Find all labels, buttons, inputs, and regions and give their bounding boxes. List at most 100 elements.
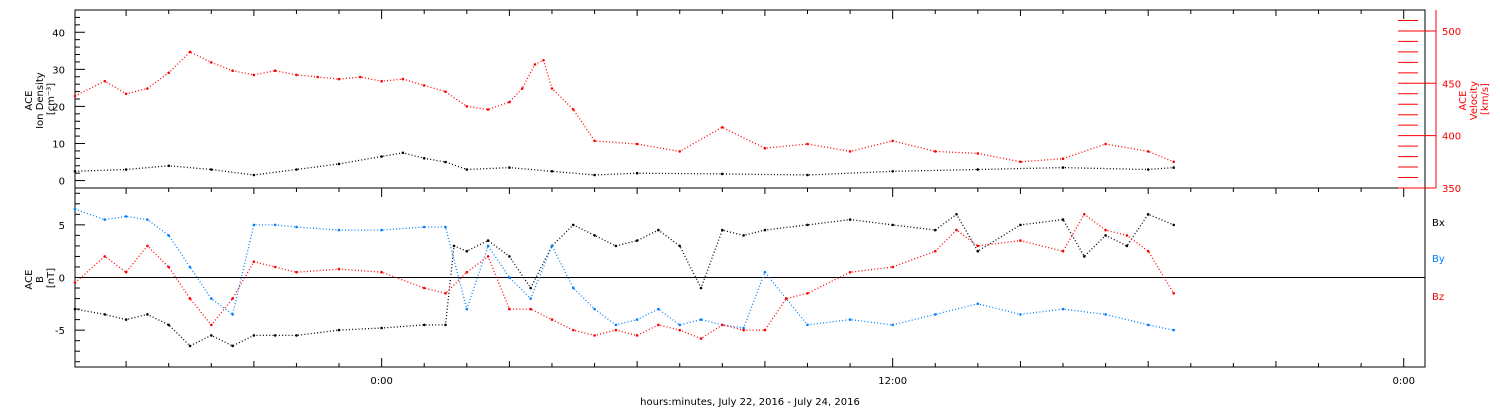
by-point: [146, 218, 149, 221]
bz-point: [848, 270, 852, 274]
bx-point: [678, 244, 681, 248]
by-point: [167, 234, 170, 237]
bz-point: [614, 328, 618, 332]
velocity-point: [124, 92, 128, 96]
bz-point: [231, 297, 234, 300]
ion-density-point: [380, 155, 383, 158]
velocity-point: [848, 150, 852, 153]
velocity-point: [635, 142, 639, 146]
bz-point: [934, 249, 937, 253]
bx-point: [1125, 244, 1129, 248]
velocity-point: [572, 108, 575, 111]
bx-point: [167, 323, 170, 327]
ion-density-point: [635, 171, 639, 175]
velocity-point: [1172, 160, 1175, 164]
bx-point: [848, 218, 852, 221]
by-point: [657, 307, 660, 311]
bx-point: [976, 249, 980, 253]
by-point: [678, 323, 681, 327]
velocity-point: [508, 100, 511, 104]
top-left-tick-label: 30: [52, 65, 65, 76]
by-point: [699, 318, 703, 321]
by-point: [1019, 313, 1022, 316]
bx-point: [103, 313, 107, 316]
velocity-point: [1104, 142, 1107, 146]
velocity-point: [188, 50, 192, 54]
x-tick-label: 0:00: [1392, 376, 1414, 387]
legend-bx: Bx: [1432, 218, 1445, 229]
by-point: [891, 323, 894, 327]
top-left-tick-label: 10: [52, 140, 65, 151]
bz-point: [550, 318, 554, 321]
velocity-point: [210, 61, 213, 64]
bottom-left-axis-title: ACE B [nT]: [24, 266, 57, 289]
bz-point: [1125, 234, 1129, 237]
bz-point: [73, 281, 77, 285]
bx-point: [444, 323, 447, 327]
ion-density-point: [593, 173, 596, 177]
bz-point: [784, 297, 788, 300]
bz-point: [1172, 292, 1175, 295]
velocity-point: [444, 90, 447, 93]
top-right-axis-title: ACE Velocity [km/s]: [1458, 78, 1491, 120]
bx-point: [273, 334, 277, 337]
bottom-left-axis-title-line-1: ACE: [24, 270, 35, 290]
bottom-left-axis-title-line-2: B: [35, 276, 46, 283]
velocity-point: [359, 75, 362, 79]
bx-point: [657, 228, 660, 232]
bz-trace: [74, 213, 1175, 340]
bz-point: [508, 307, 511, 311]
bx-point: [955, 213, 958, 216]
by-point: [444, 225, 447, 229]
velocity-point: [422, 84, 426, 87]
by-point: [73, 207, 77, 211]
top-panel-frame: [74, 9, 1426, 189]
velocity-point: [976, 152, 980, 155]
bz-point: [188, 297, 192, 300]
bx-trace: [74, 213, 1174, 347]
ion-density-point: [73, 170, 77, 173]
velocity-point: [806, 142, 809, 146]
bx-point: [337, 328, 341, 332]
velocity-point: [252, 73, 256, 77]
by-point: [593, 307, 596, 311]
by-point: [934, 313, 937, 316]
bz-point: [955, 228, 958, 232]
ion-density-point: [124, 168, 128, 171]
by-point: [337, 228, 341, 232]
velocity-point: [316, 75, 320, 79]
bz-point: [1083, 213, 1086, 216]
bx-point: [763, 228, 767, 232]
velocity-point: [295, 73, 298, 77]
bz-point: [763, 328, 767, 332]
by-point: [273, 223, 277, 227]
bz-point: [1061, 249, 1065, 253]
bz-point: [1146, 249, 1150, 253]
by-point: [465, 307, 469, 311]
bottom-left-axis-title-line-3: [nT]: [46, 268, 57, 288]
bz-point: [593, 334, 596, 337]
bz-point: [721, 323, 724, 327]
bottom-panel-data-layer: [73, 207, 1175, 348]
velocity-point: [763, 146, 767, 150]
bz-point: [806, 292, 809, 295]
velocity-point: [401, 77, 405, 81]
bx-point: [1019, 223, 1022, 227]
bz-point: [891, 265, 894, 269]
bx-point: [742, 234, 745, 237]
velocity-point: [231, 69, 234, 72]
bx-point: [529, 286, 532, 290]
ion-density-point: [444, 160, 447, 164]
velocity-point: [103, 79, 107, 83]
by-trace: [74, 208, 1174, 331]
bx-point: [73, 307, 77, 311]
by-point: [380, 228, 383, 232]
bz-point: [699, 337, 703, 340]
top-left-tick-label: 20: [52, 102, 65, 113]
bx-point: [188, 344, 192, 348]
top-left-tick-label: 40: [52, 28, 65, 39]
top-right-tick-label: 500: [1442, 27, 1461, 38]
by-point: [124, 215, 128, 218]
ion-density-point: [508, 166, 511, 169]
ion-density-point: [891, 170, 894, 173]
